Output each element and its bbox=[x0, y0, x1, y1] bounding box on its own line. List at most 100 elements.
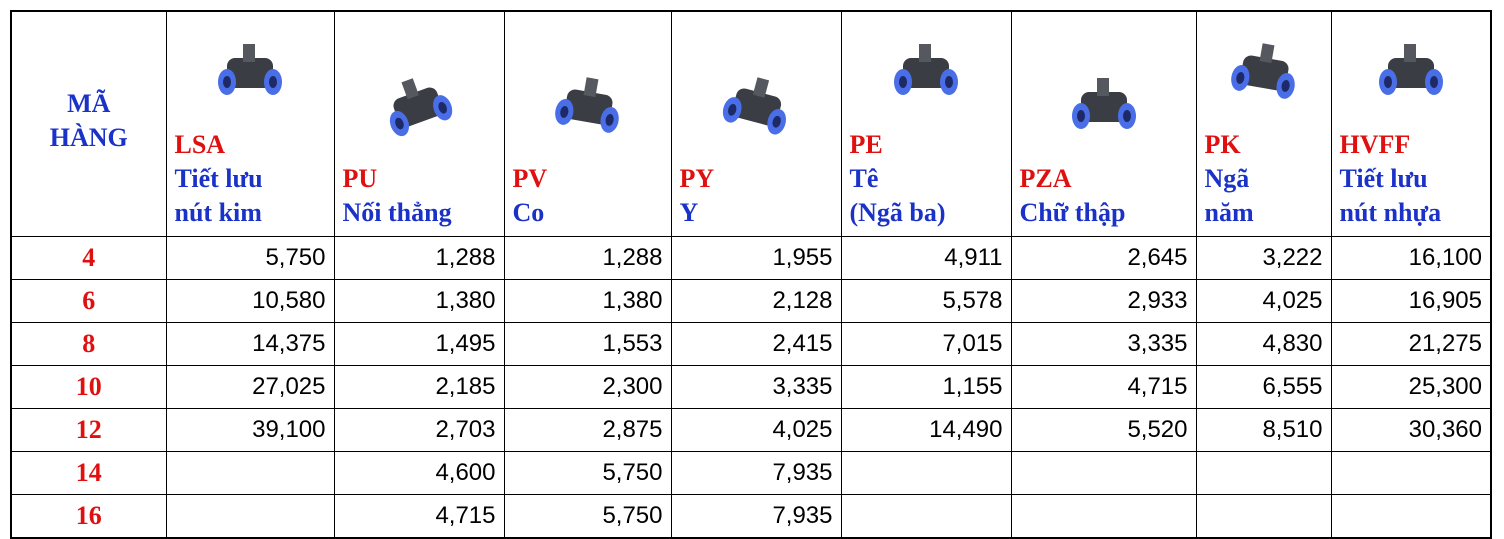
price-cell: 16,905 bbox=[1331, 280, 1491, 323]
product-name: Y bbox=[680, 196, 833, 230]
price-cell: 2,645 bbox=[1011, 237, 1196, 280]
price-cell: 1,155 bbox=[841, 366, 1011, 409]
product-code: PV bbox=[513, 162, 663, 196]
product-icon bbox=[711, 70, 801, 150]
header-label: MÃ bbox=[20, 87, 158, 121]
price-cell: 4,600 bbox=[334, 452, 504, 495]
price-cell: 2,128 bbox=[671, 280, 841, 323]
price-cell: 3,222 bbox=[1196, 237, 1331, 280]
price-cell: 5,578 bbox=[841, 280, 1011, 323]
price-cell: 3,335 bbox=[671, 366, 841, 409]
price-cell bbox=[1011, 452, 1196, 495]
price-cell: 10,580 bbox=[166, 280, 334, 323]
price-cell: 1,553 bbox=[504, 323, 671, 366]
size-cell: 6 bbox=[11, 280, 166, 323]
price-cell: 7,935 bbox=[671, 452, 841, 495]
page: MÃHÀNG LSATiết lưunút kim PUNối thẳng PV… bbox=[0, 0, 1504, 533]
product-code: PY bbox=[680, 162, 833, 196]
price-cell: 1,495 bbox=[334, 323, 504, 366]
product-name: Co bbox=[513, 196, 663, 230]
price-cell: 3,335 bbox=[1011, 323, 1196, 366]
product-name: (Ngã ba) bbox=[850, 196, 1003, 230]
size-cell: 16 bbox=[11, 495, 166, 539]
price-cell: 30,360 bbox=[1331, 409, 1491, 452]
price-cell: 5,520 bbox=[1011, 409, 1196, 452]
price-cell: 1,955 bbox=[671, 237, 841, 280]
price-cell bbox=[166, 452, 334, 495]
price-cell: 8,510 bbox=[1196, 409, 1331, 452]
size-cell: 12 bbox=[11, 409, 166, 452]
price-cell: 2,300 bbox=[504, 366, 671, 409]
product-icon bbox=[1059, 70, 1149, 150]
price-cell: 7,935 bbox=[671, 495, 841, 539]
price-cell: 5,750 bbox=[504, 452, 671, 495]
price-cell bbox=[1196, 452, 1331, 495]
price-cell: 5,750 bbox=[166, 237, 334, 280]
price-cell: 4,715 bbox=[334, 495, 504, 539]
price-cell: 14,490 bbox=[841, 409, 1011, 452]
price-cell: 1,380 bbox=[504, 280, 671, 323]
price-cell: 16,100 bbox=[1331, 237, 1491, 280]
price-cell: 21,275 bbox=[1331, 323, 1491, 366]
price-cell bbox=[166, 495, 334, 539]
price-cell: 1,288 bbox=[334, 237, 504, 280]
price-cell bbox=[1196, 495, 1331, 539]
price-cell bbox=[841, 495, 1011, 539]
price-cell bbox=[841, 452, 1011, 495]
product-icon bbox=[374, 70, 464, 150]
product-name: Tê bbox=[850, 162, 1003, 196]
price-cell: 7,015 bbox=[841, 323, 1011, 366]
price-cell: 14,375 bbox=[166, 323, 334, 366]
price-cell: 4,025 bbox=[671, 409, 841, 452]
price-cell: 4,715 bbox=[1011, 366, 1196, 409]
price-cell: 4,830 bbox=[1196, 323, 1331, 366]
product-code: PK bbox=[1205, 128, 1323, 162]
size-cell: 14 bbox=[11, 452, 166, 495]
price-cell: 27,025 bbox=[166, 366, 334, 409]
price-cell: 39,100 bbox=[166, 409, 334, 452]
product-name: nút kim bbox=[175, 196, 326, 230]
product-icon bbox=[1366, 36, 1456, 116]
price-cell bbox=[1331, 452, 1491, 495]
price-cell: 2,933 bbox=[1011, 280, 1196, 323]
price-cell: 2,185 bbox=[334, 366, 504, 409]
product-icon bbox=[543, 70, 633, 150]
product-icon bbox=[881, 36, 971, 116]
product-name: Tiết lưu bbox=[175, 162, 326, 196]
price-cell: 2,415 bbox=[671, 323, 841, 366]
product-icon bbox=[1219, 36, 1309, 116]
price-cell: 2,875 bbox=[504, 409, 671, 452]
price-cell: 25,300 bbox=[1331, 366, 1491, 409]
price-cell: 5,750 bbox=[504, 495, 671, 539]
header-label: HÀNG bbox=[20, 121, 158, 155]
product-code: PZA bbox=[1020, 162, 1188, 196]
price-cell: 6,555 bbox=[1196, 366, 1331, 409]
product-icon bbox=[205, 36, 295, 116]
product-code: PU bbox=[343, 162, 496, 196]
price-cell bbox=[1011, 495, 1196, 539]
product-code: HVFF bbox=[1340, 128, 1483, 162]
price-cell: 1,380 bbox=[334, 280, 504, 323]
product-name: Tiết lưu bbox=[1340, 162, 1483, 196]
size-cell: 10 bbox=[11, 366, 166, 409]
product-name: Ngã bbox=[1205, 162, 1323, 196]
